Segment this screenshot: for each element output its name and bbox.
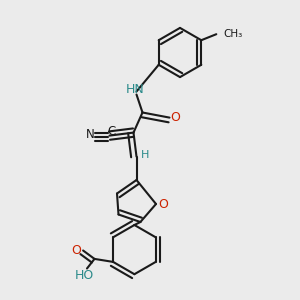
Text: C: C <box>107 124 115 138</box>
Text: CH₃: CH₃ <box>223 29 242 39</box>
Text: O: O <box>72 244 81 257</box>
Text: HO: HO <box>74 268 94 282</box>
Text: N: N <box>85 128 94 141</box>
Text: HN: HN <box>126 82 144 96</box>
Text: O: O <box>171 111 180 124</box>
Text: O: O <box>159 197 168 211</box>
Text: H: H <box>141 150 149 160</box>
